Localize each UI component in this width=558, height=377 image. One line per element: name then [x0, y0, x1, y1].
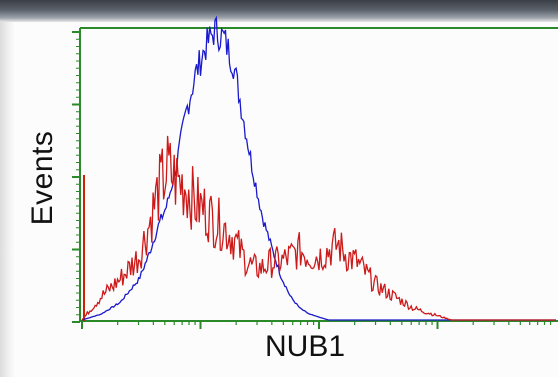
- series-red-trace: [81, 135, 556, 321]
- left-edge: [0, 22, 14, 377]
- top-band: [0, 0, 558, 22]
- axis-ticks: [72, 31, 552, 329]
- series-blue-trace: [81, 15, 556, 321]
- y-axis-label: Events: [26, 130, 59, 226]
- x-axis-label: NUB1: [265, 330, 346, 363]
- series-group: [81, 15, 556, 321]
